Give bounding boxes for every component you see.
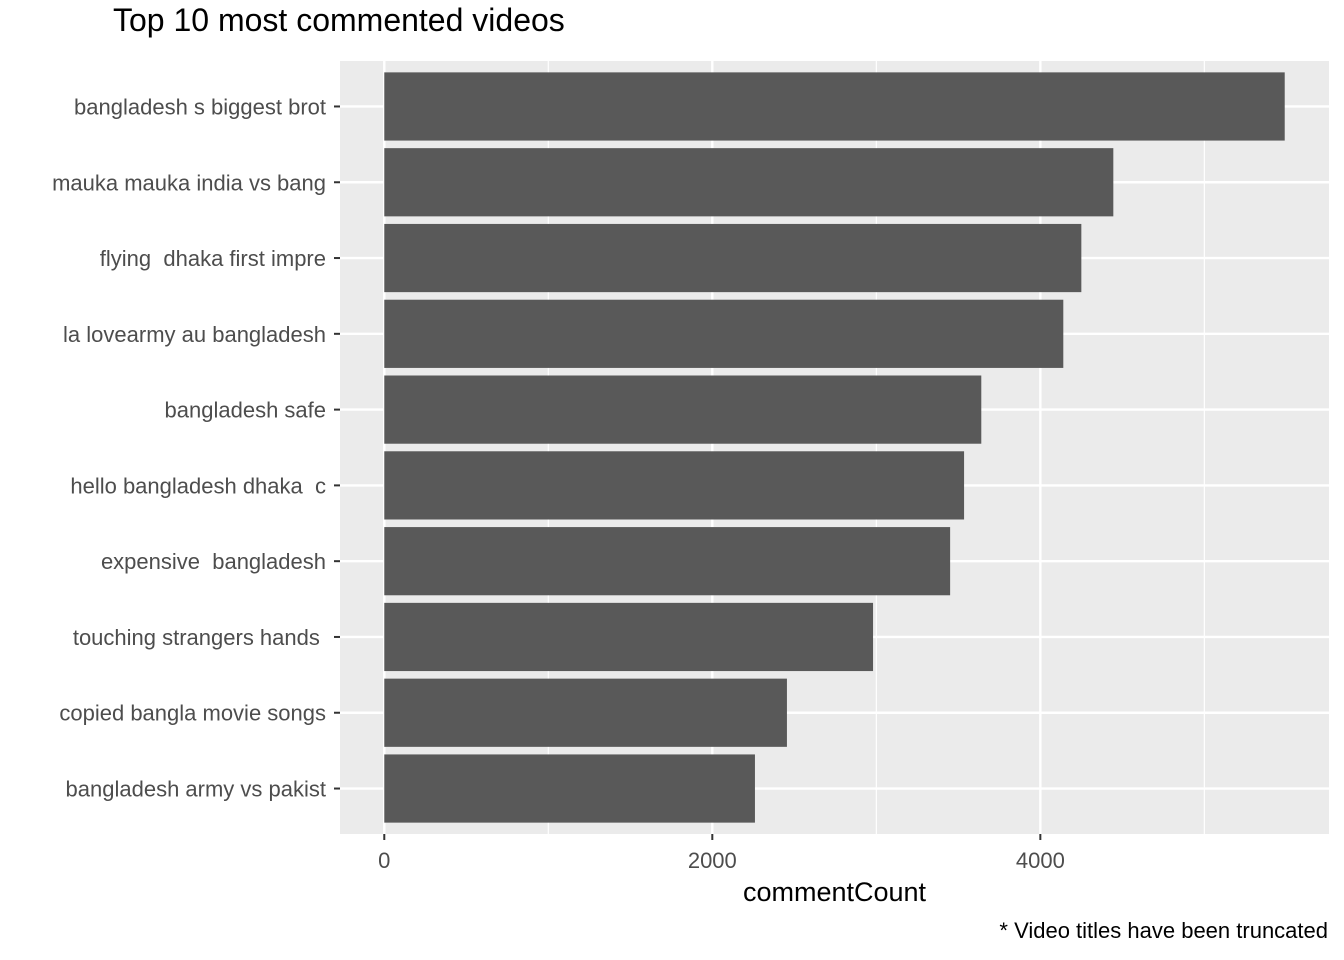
bar: [384, 72, 1285, 141]
y-tick-label: la lovearmy au bangladesh: [63, 322, 326, 347]
y-tick-label: copied bangla movie songs: [59, 701, 326, 726]
bar: [384, 602, 874, 672]
bar: [384, 375, 982, 444]
x-tick-label: 4000: [1016, 848, 1065, 873]
x-axis-title: commentCount: [743, 877, 927, 907]
y-tick-label: hello bangladesh dhaka c: [70, 473, 326, 498]
bar: [384, 678, 787, 747]
bar: [384, 451, 965, 520]
y-tick-label: flying dhaka first impre: [100, 246, 326, 271]
bar: [384, 299, 1064, 368]
bar: [384, 527, 951, 596]
bar: [384, 754, 755, 823]
bar: [384, 148, 1114, 217]
chart-caption: * Video titles have been truncated: [999, 918, 1328, 943]
y-tick-label: bangladesh s biggest brot: [74, 94, 326, 119]
y-tick-label: touching strangers hands: [73, 625, 326, 650]
y-tick-label: bangladesh safe: [165, 398, 326, 423]
x-tick-label: 0: [378, 848, 390, 873]
y-tick-label: expensive bangladesh: [101, 549, 326, 574]
x-tick-label: 2000: [688, 848, 737, 873]
y-tick-label: bangladesh army vs pakist: [66, 777, 326, 802]
chart-title: Top 10 most commented videos: [113, 2, 565, 38]
bar: [384, 223, 1082, 293]
y-tick-label: mauka mauka india vs bang: [52, 170, 326, 195]
